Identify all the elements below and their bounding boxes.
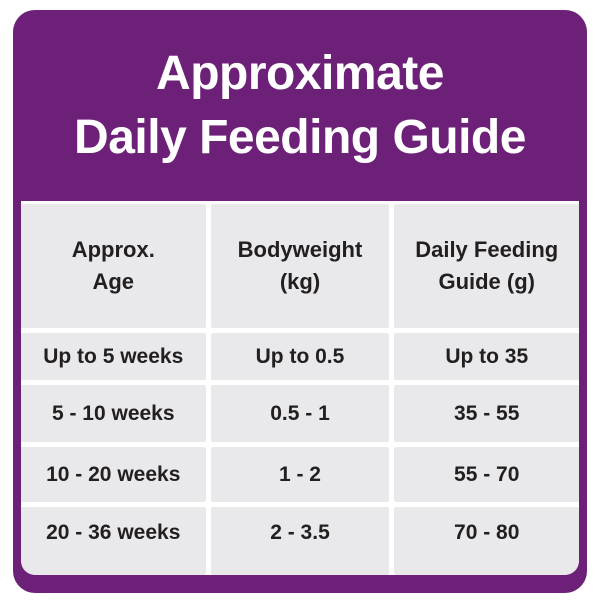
table-cell-bodyweight-row4: 2 - 3.5 (210, 507, 390, 575)
page-title: Approximate Daily Feeding Guide (74, 42, 526, 169)
feeding-guide-table: Approx. Age Bodyweight (kg) Daily Feedin… (21, 201, 579, 575)
table-cell-age-row1: Up to 5 weeks (21, 333, 206, 380)
title-line-2: Daily Feeding Guide (74, 110, 526, 164)
table-cell-bodyweight-row1: Up to 0.5 (210, 333, 390, 380)
feeding-guide-card: Approximate Daily Feeding Guide Approx. … (13, 10, 587, 593)
column-header-daily-feeding: Daily Feeding Guide (g) (394, 204, 579, 328)
table-cell-feeding-row4: 70 - 80 (394, 507, 579, 575)
table-cell-feeding-row1: Up to 35 (394, 333, 579, 380)
table-cell-feeding-row2: 35 - 55 (394, 385, 579, 442)
table-cell-age-row4: 20 - 36 weeks (21, 507, 206, 575)
table-cell-feeding-row3: 55 - 70 (394, 447, 579, 502)
column-header-bodyweight: Bodyweight (kg) (210, 204, 390, 328)
card-header: Approximate Daily Feeding Guide (13, 10, 587, 201)
table-cell-bodyweight-row2: 0.5 - 1 (210, 385, 390, 442)
table-cell-age-row3: 10 - 20 weeks (21, 447, 206, 502)
column-header-age: Approx. Age (21, 204, 206, 328)
table-cell-age-row2: 5 - 10 weeks (21, 385, 206, 442)
table-cell-bodyweight-row3: 1 - 2 (210, 447, 390, 502)
title-line-1: Approximate (156, 47, 444, 101)
